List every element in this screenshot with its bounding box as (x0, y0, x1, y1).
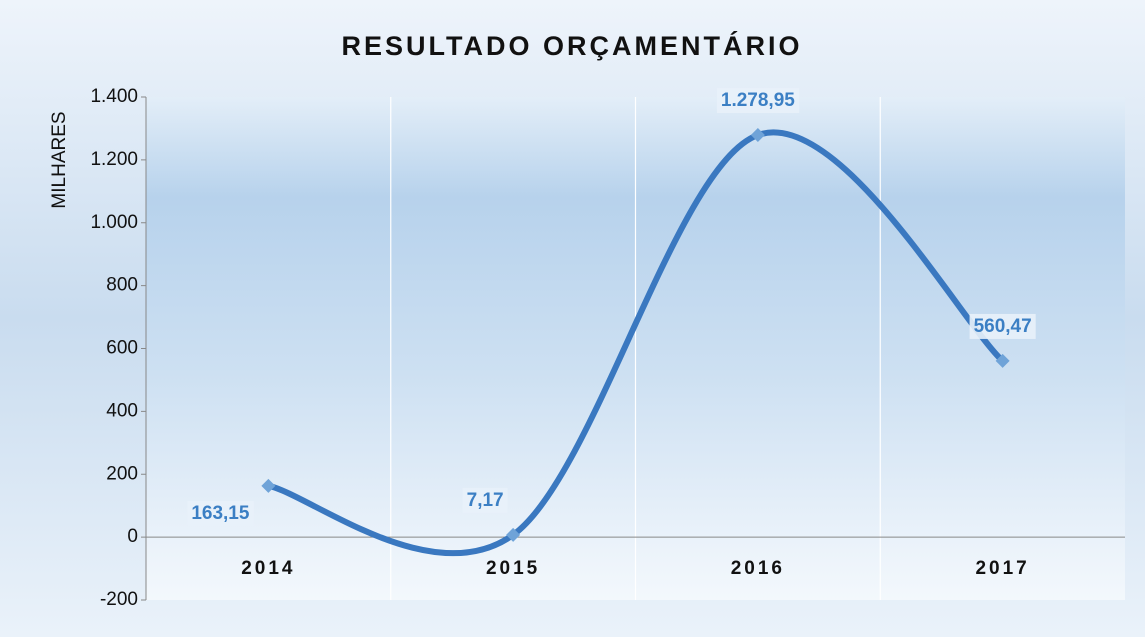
x-tick-label: 2017 (975, 558, 1029, 579)
data-label: 1.278,95 (721, 90, 795, 111)
y-tick-label: 400 (106, 400, 138, 421)
marker (261, 478, 276, 493)
y-tick-label: 1.200 (90, 149, 138, 170)
data-label: 163,15 (191, 503, 250, 524)
data-label-bg (969, 313, 1036, 339)
y-tick-label: 0 (127, 526, 138, 547)
data-label-bg (187, 500, 254, 526)
y-tick-label: 1.000 (90, 212, 138, 233)
y-tick-label: -200 (100, 589, 138, 610)
marker (750, 128, 765, 143)
y-tick-label: 800 (106, 275, 138, 296)
marker (995, 353, 1010, 368)
marker (506, 527, 521, 542)
y-tick-label: 200 (106, 463, 138, 484)
data-label: 7,17 (467, 490, 504, 511)
x-tick-label: 2016 (731, 558, 785, 579)
data-label: 560,47 (974, 316, 1032, 337)
data-label-bg (462, 487, 508, 513)
chart-title: RESULTADO ORÇAMENTÁRIO (342, 30, 803, 61)
y-axis-title: MILHARES (49, 111, 70, 208)
x-tick-label: 2014 (241, 558, 295, 579)
x-tick-label: 2015 (486, 558, 540, 579)
y-tick-label: 1.400 (90, 86, 138, 107)
y-tick-label: 600 (106, 338, 138, 359)
line (265, 129, 1006, 557)
data-label-bg (716, 88, 800, 114)
